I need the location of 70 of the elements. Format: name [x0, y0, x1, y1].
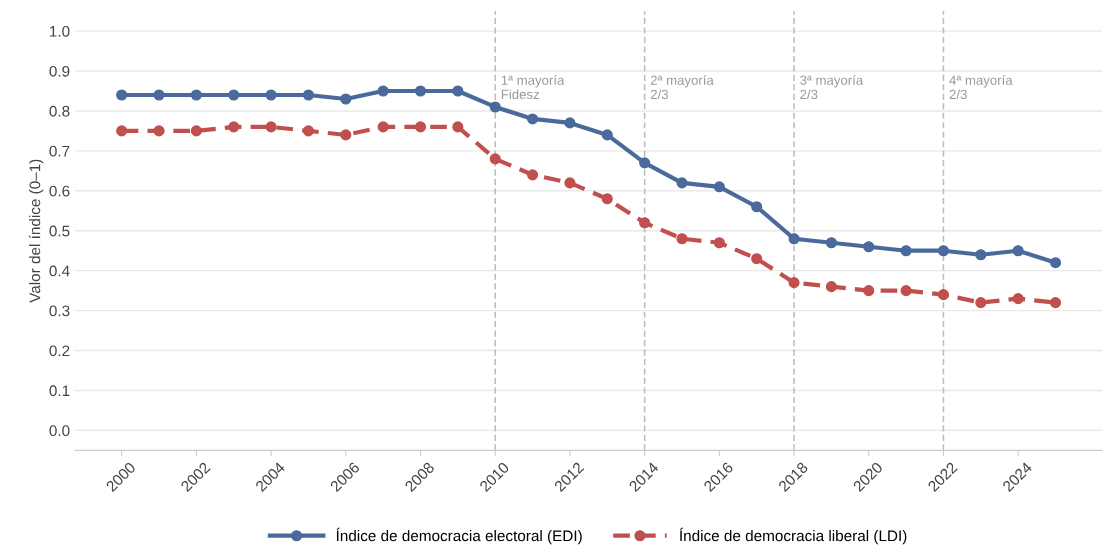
point	[116, 89, 128, 101]
point	[527, 169, 539, 181]
point	[153, 89, 165, 101]
point	[153, 125, 165, 137]
point	[302, 125, 314, 137]
point	[825, 281, 837, 293]
point	[414, 85, 427, 97]
point	[788, 233, 800, 245]
point	[340, 129, 352, 141]
ref-line-label: 3ª mayoría 2/3	[800, 75, 864, 100]
point	[452, 85, 464, 97]
y-tick-label: 1.0	[50, 25, 70, 37]
point	[489, 101, 501, 113]
y-tick-label: 0.0	[49, 425, 70, 437]
point	[639, 157, 651, 169]
y-tick-label: 0.9	[49, 65, 70, 77]
point	[377, 121, 389, 133]
y-tick-label: 0.5	[49, 225, 70, 237]
point	[265, 89, 277, 101]
point	[527, 113, 539, 125]
legend-label: Índice de democracia liberal (LDI)	[679, 527, 907, 545]
point	[1012, 245, 1024, 257]
point	[937, 245, 950, 257]
point	[900, 245, 912, 257]
point	[564, 177, 576, 189]
point	[751, 201, 763, 213]
point	[713, 181, 725, 193]
point	[825, 237, 837, 249]
point	[265, 121, 277, 133]
point	[190, 89, 202, 101]
point	[564, 117, 576, 129]
point	[1012, 293, 1024, 305]
y-tick-label: 0.3	[49, 305, 70, 317]
point	[1049, 297, 1062, 309]
point	[863, 241, 875, 253]
point	[228, 121, 240, 133]
ref-line-label: 1ª mayoría Fidesz	[501, 75, 565, 100]
point	[116, 125, 128, 137]
point	[340, 93, 352, 105]
y-axis-title: Valor del índice (0–1)	[28, 159, 44, 303]
point	[788, 277, 800, 289]
point	[601, 193, 613, 205]
point	[302, 89, 314, 101]
ref-line-label: 4ª mayoría 2/3	[949, 75, 1013, 100]
point	[676, 177, 688, 189]
point	[975, 297, 987, 309]
point	[190, 125, 202, 137]
y-tick-label: 0.7	[49, 145, 70, 157]
point	[751, 253, 763, 265]
point	[601, 129, 613, 141]
point	[937, 289, 950, 301]
point	[414, 121, 427, 133]
y-tick-label: 0.4	[49, 265, 70, 277]
point	[713, 237, 725, 249]
point	[900, 285, 912, 297]
point	[863, 285, 875, 297]
ref-line-label: 2ª mayoría 2/3	[650, 75, 714, 100]
y-tick-label: 0.6	[49, 185, 70, 197]
y-tick-label: 0.8	[49, 105, 70, 117]
point	[228, 89, 240, 101]
point	[639, 217, 651, 229]
legend-label: Índice de democracia electoral (EDI)	[336, 527, 582, 545]
point	[1049, 257, 1062, 269]
point	[377, 85, 389, 97]
point	[975, 249, 987, 261]
y-tick-label: 0.2	[49, 345, 70, 357]
point	[489, 153, 501, 165]
point	[676, 233, 688, 245]
point	[452, 121, 464, 133]
y-tick-label: 0.1	[49, 385, 70, 397]
